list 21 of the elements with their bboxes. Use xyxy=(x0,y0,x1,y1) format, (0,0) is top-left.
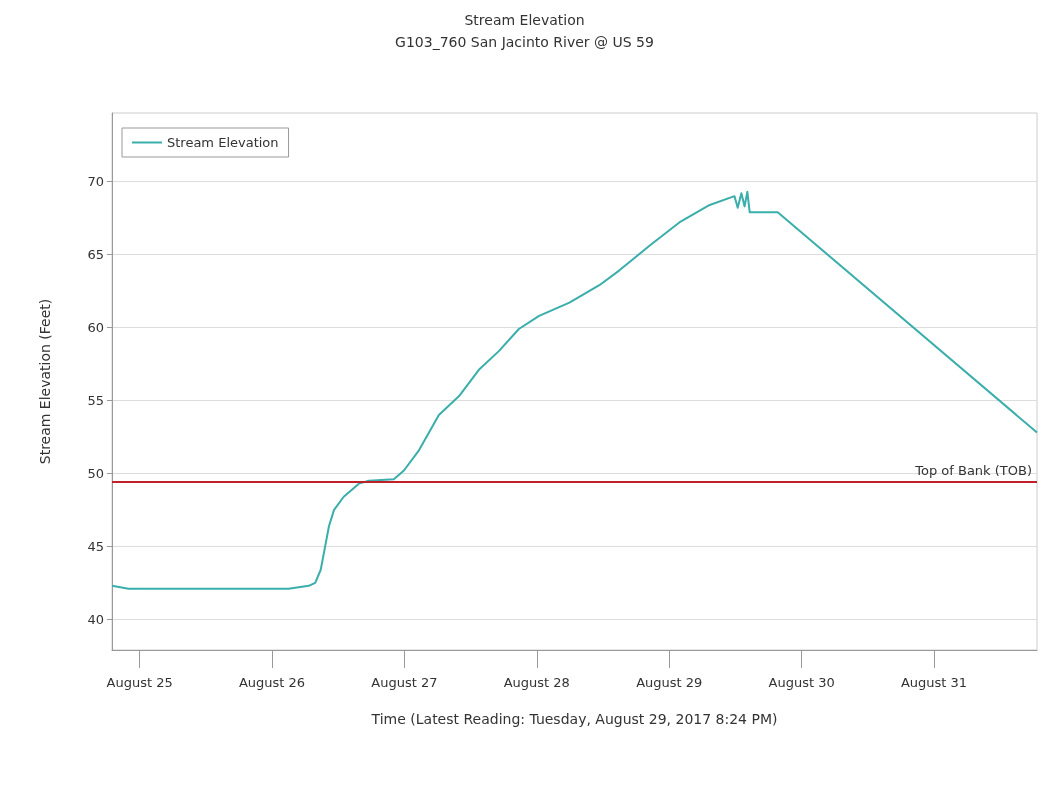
y-tick-label: 60 xyxy=(87,320,104,336)
x-axis-title: Time (Latest Reading: Tuesday, August 29, 2017 8:24 PM) xyxy=(370,711,778,727)
x-tick-label: August 25 xyxy=(106,675,173,690)
y-tick-label: 50 xyxy=(87,465,104,481)
x-tick-label: August 31 xyxy=(900,675,968,690)
x-tick-label: August 26 xyxy=(238,675,306,690)
x-tick-label: August 30 xyxy=(768,675,835,690)
y-tick-label: 45 xyxy=(87,538,104,554)
legend-label: Stream Elevation xyxy=(167,135,279,150)
ref-line-label: Top of Bank (TOB) xyxy=(914,463,1032,479)
y-axis-title: Stream Elevation (Feet) xyxy=(37,298,53,465)
y-tick-label: 65 xyxy=(87,247,104,263)
chart-title: Stream Elevation xyxy=(464,12,585,28)
y-tick-label: 70 xyxy=(87,174,104,190)
y-tick-label: 40 xyxy=(87,611,104,627)
line-series xyxy=(111,190,1038,590)
chart-subtitle: G103_760 San Jacinto River @ US 59 xyxy=(395,34,654,50)
y-tick-label: 55 xyxy=(87,392,104,408)
x-tick-label: August 27 xyxy=(371,675,438,690)
x-tick-label: August 29 xyxy=(636,675,703,690)
x-tick-label: August 28 xyxy=(503,675,570,690)
